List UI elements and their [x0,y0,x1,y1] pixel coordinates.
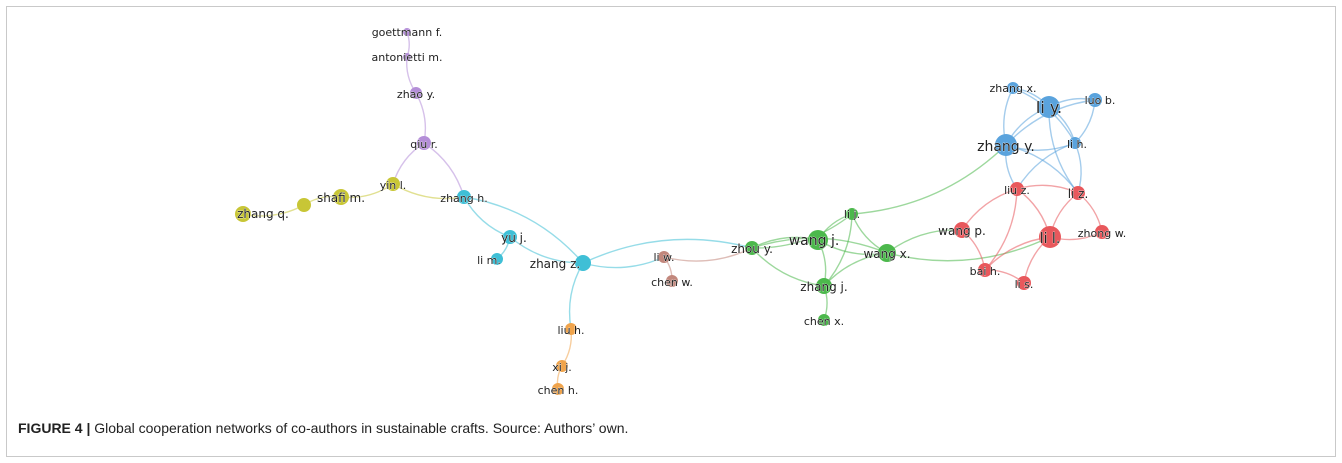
co-author-network: goettmann f. antonietti m. zhao y. qiu r. yi… [235,26,1127,398]
edge-zhangz-liw [582,256,665,269]
figure-caption: FIGURE 4 | Global cooperation networks o… [18,420,628,436]
node-label-zhangz: zhang z. [530,257,580,271]
node-zhangz [575,255,591,271]
node-antonietti [403,53,411,61]
node-chenw [666,275,678,287]
node-wangx [878,244,896,262]
edge-qiur-zhangh [423,142,465,198]
node-label-qiur: qiu r. [410,138,438,151]
node-shafim [333,189,349,205]
node-yellowdot [297,198,311,212]
edge-zhangz-zhouy [582,238,753,264]
edge-zhouy-zhangj [751,247,825,287]
edge-zhouy-lij [751,213,853,249]
edge-lih-liuz [1016,142,1076,190]
node-chenh [552,383,564,395]
node-label-chenx: chen x. [804,315,844,328]
node-liuh [565,323,577,335]
node-luob [1088,93,1102,107]
node-zhangy [995,134,1017,156]
node-liy [1038,96,1060,118]
node-liz [1071,186,1085,200]
network-labels: goettmann f. antonietti m. zhao y. qiu r. yi… [237,26,1127,398]
node-label-liy: li y. [1036,98,1062,117]
edge-zhangz-liuh [568,262,584,330]
node-label-lih: li h. [1067,138,1087,151]
edge-lij-zhangy [851,144,1007,215]
node-label-xij: xi j. [552,361,572,374]
node-label-yuj: yu j. [501,231,527,245]
node-lih [1069,137,1081,149]
node-zhaoy [410,87,422,99]
node-liw [658,251,670,263]
figure-label: FIGURE 4 | [18,420,91,436]
node-label-liz: li z. [1068,187,1089,201]
node-yuj [503,230,517,244]
node-chenx [818,314,830,326]
network-nodes [235,28,1109,395]
node-label-lis: li s. [1015,278,1034,291]
node-lij [846,208,858,220]
node-wangp [954,222,970,238]
node-lis [1017,276,1031,290]
edge-yinl-zhangh [392,183,465,200]
edge-wangx-lil [886,236,1051,262]
figure-caption-text: Global cooperation networks of co-author… [94,420,629,436]
node-xij [556,360,568,372]
node-zhangh [457,190,471,204]
network-edges [242,31,1103,390]
edge-zhangh-zhangz [463,196,584,264]
node-lil [1039,226,1061,248]
node-label-liw: li w. [653,251,674,264]
edge-liuz-baih [984,188,1018,271]
node-label-antonietti: antonietti m. [372,51,443,64]
node-label-zhangq: zhang q. [237,207,289,221]
node-label-goettmann: goettmann f. [372,26,443,39]
node-label-luob: luo b. [1085,94,1116,107]
node-yinl [386,177,400,191]
node-liuz [1010,182,1024,196]
node-label-wangx: wang x. [863,247,910,261]
node-label-zhaoy: zhao y. [397,88,435,101]
node-label-zhangj: zhang j. [800,280,847,294]
node-goettmann [403,28,411,36]
node-zhongw [1095,225,1109,239]
node-label-zhouy: zhou y. [731,242,773,256]
node-zhouy [745,241,759,255]
node-zhangq [235,206,251,222]
node-label-lim: li m. [477,254,501,267]
node-lim [491,253,503,265]
node-baih [978,263,992,277]
node-wangj [808,230,828,250]
node-label-yinl: yin l. [380,179,407,192]
node-label-chenw: chen w. [651,276,693,289]
node-label-baih: bai h. [970,265,1001,278]
node-zhangj [816,278,832,294]
node-qiur [417,136,431,150]
node-label-shafim: shafi m. [317,191,365,205]
node-label-chenh: chen h. [538,384,579,397]
node-zhangx [1007,82,1019,94]
node-label-lij: li j. [844,208,860,221]
node-label-zhongw: zhong w. [1078,227,1126,240]
node-label-zhangy: zhang y. [977,139,1035,155]
node-label-zhangx: zhang x. [990,82,1037,95]
node-label-zhangh: zhang h. [440,192,487,205]
node-label-wangp: wang p. [938,224,986,238]
figure-frame [6,6,1336,457]
node-label-liuz: liu z. [1004,184,1030,197]
node-label-lil: li l. [1040,231,1061,247]
node-label-wangj: wang j. [789,233,840,249]
node-label-liuh: liu h. [557,324,584,337]
edge-liw-zhouy [663,247,753,262]
